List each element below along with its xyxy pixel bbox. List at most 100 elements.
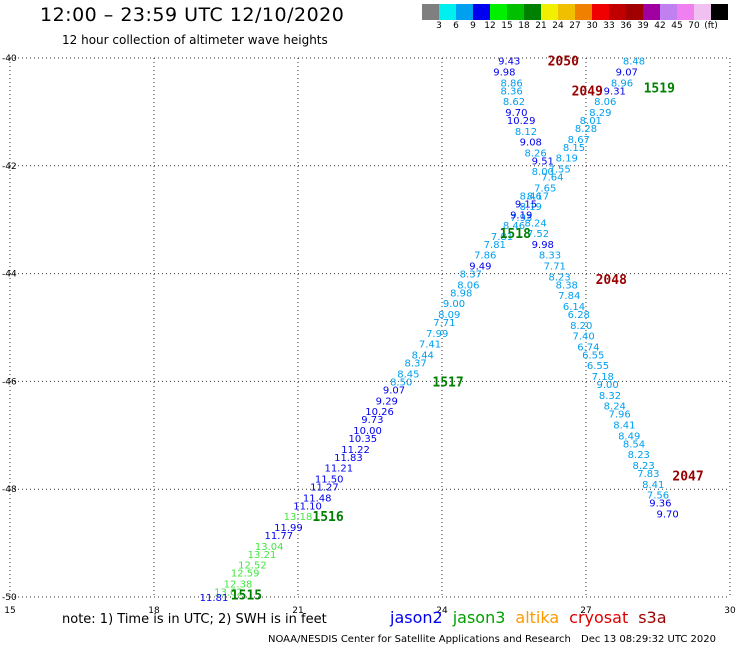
- wave-height-value: 11.10: [293, 501, 322, 512]
- footnote: note: 1) Time is in UTC; 2) SWH is in fe…: [62, 612, 327, 627]
- satellite-cryosat: cryosat: [569, 608, 629, 627]
- wave-height-value: 8.86: [500, 78, 522, 89]
- generation-timestamp: Dec 13 08:29:32 UTC 2020: [581, 634, 716, 645]
- pass-number-label: 1515: [231, 588, 262, 603]
- legend-label: 36: [620, 21, 632, 31]
- wave-height-value: 8.12: [515, 127, 537, 138]
- wave-height-value: 8.48: [623, 57, 645, 68]
- wave-height-value: 11.27: [310, 483, 339, 494]
- legend-swatch: [456, 4, 473, 20]
- pass-number-label: 1519: [644, 82, 675, 97]
- legend-swatch: [507, 4, 524, 20]
- wave-height-value: 8.49: [618, 431, 640, 442]
- legend-swatch: [439, 4, 456, 20]
- wave-height-value: 8.23: [548, 272, 570, 283]
- wave-height-value: 11.48: [303, 493, 332, 504]
- wave-height-value: 8.98: [450, 288, 472, 299]
- wave-height-value: 9.19: [510, 210, 532, 221]
- wave-height-value: 9.15: [515, 200, 537, 211]
- legend-label: 27: [569, 21, 581, 31]
- wave-height-value: 8.26: [524, 148, 546, 159]
- wave-height-value: 7.64: [541, 173, 563, 184]
- wave-height-value: 13.04: [255, 542, 284, 553]
- wave-height-tracks: 8.489.078.969.318.068.298.018.288.678.15…: [200, 57, 679, 604]
- wave-height-value: 8.23: [628, 450, 650, 461]
- wave-height-value: 9.07: [616, 67, 638, 78]
- wave-height-value: 9.70: [656, 509, 678, 520]
- wave-height-value: 8.67: [568, 135, 590, 146]
- legend-label: 9: [470, 21, 476, 31]
- y-tick-label: -44: [2, 270, 17, 280]
- wave-height-value: 11.50: [315, 474, 344, 485]
- legend-swatch: [422, 4, 439, 20]
- wave-height-value: 10.26: [365, 407, 394, 418]
- satellite-altika: altika: [515, 608, 560, 627]
- wave-height-value: 7.65: [534, 183, 556, 194]
- legend-label: 12: [484, 21, 496, 31]
- wave-height-value: 7.41: [419, 340, 441, 351]
- wave-height-value: 7.93: [510, 213, 532, 224]
- legend-label: 3: [436, 21, 442, 31]
- wave-height-value: 8.54: [623, 439, 645, 450]
- legend-swatch: [524, 4, 541, 20]
- legend-label: 15: [501, 21, 513, 31]
- wave-height-value: 9.36: [649, 499, 671, 510]
- wave-height-value: 8.15: [563, 143, 585, 154]
- wave-height-value: 8.44: [412, 350, 434, 361]
- wave-height-value: 10.00: [353, 426, 382, 437]
- wave-height-value: 8.46: [520, 191, 542, 202]
- legend-label: 42: [654, 21, 666, 31]
- wave-height-value: 8.29: [589, 108, 611, 119]
- legend-swatch: [490, 4, 507, 20]
- wave-height-value: 7.99: [426, 329, 448, 340]
- y-tick-label: -48: [2, 485, 17, 495]
- wave-height-value: 8.50: [390, 377, 412, 388]
- wave-height-value: 9.00: [596, 380, 618, 391]
- legend-swatch: [694, 4, 711, 20]
- satellite-jason3: jason3: [452, 608, 506, 627]
- x-tick-label: 27: [580, 606, 591, 616]
- wave-height-value: 9.43: [498, 57, 520, 68]
- wave-height-value: 11.21: [324, 464, 353, 475]
- wave-height-value: 6.55: [582, 350, 604, 361]
- wave-height-value: 9.29: [376, 396, 398, 407]
- wave-height-value: 7.83: [637, 469, 659, 480]
- x-tick-label: 18: [148, 606, 160, 616]
- wave-height-value: 12.59: [231, 569, 260, 580]
- wave-height-value: 9.08: [520, 138, 542, 149]
- wave-height-value: 7.96: [608, 410, 630, 421]
- wave-height-value: 11.77: [264, 531, 293, 542]
- wave-height-value: 8.20: [570, 321, 592, 332]
- legend-label: 18: [518, 21, 530, 31]
- pass-number-label: 2049: [572, 84, 603, 99]
- wave-height-value: 8.46: [503, 221, 525, 232]
- wave-height-value: 13.21: [248, 550, 277, 561]
- wave-height-value: 8.06: [594, 97, 616, 108]
- legend-label: 33: [603, 21, 615, 31]
- pass-number-label: 2048: [596, 273, 627, 288]
- wave-height-value: 11.22: [341, 445, 370, 456]
- legend-label: 24: [552, 21, 564, 31]
- wave-height-value: 8.00: [532, 167, 554, 178]
- legend-label: (ft): [704, 21, 718, 31]
- wave-height-value: 7.40: [572, 332, 594, 343]
- wave-height-value: 7.81: [491, 232, 513, 243]
- wave-height-value: 8.41: [613, 421, 635, 432]
- legend-label: 30: [586, 21, 598, 31]
- legend-swatch: [592, 4, 609, 20]
- pass-number-label: 2047: [672, 470, 703, 485]
- wave-height-value: 8.09: [438, 310, 460, 321]
- satellite-legend: jason2 jason3 altika cryosat s3a: [390, 608, 677, 627]
- wave-height-value: 9.51: [532, 156, 554, 167]
- legend-label: 21: [535, 21, 547, 31]
- wave-height-value: 8.24: [604, 402, 626, 413]
- wave-height-value: 10.29: [507, 116, 536, 127]
- y-tick-label: -50: [2, 593, 17, 603]
- legend-swatch: [575, 4, 592, 20]
- wave-height-value: 7.56: [647, 491, 669, 502]
- wave-height-value: 8.17: [527, 191, 549, 202]
- wave-height-value: 8.62: [503, 97, 525, 108]
- wave-height-value: 7.71: [433, 318, 455, 329]
- wave-height-value: 11.99: [274, 523, 303, 534]
- x-tick-label: 15: [4, 606, 15, 616]
